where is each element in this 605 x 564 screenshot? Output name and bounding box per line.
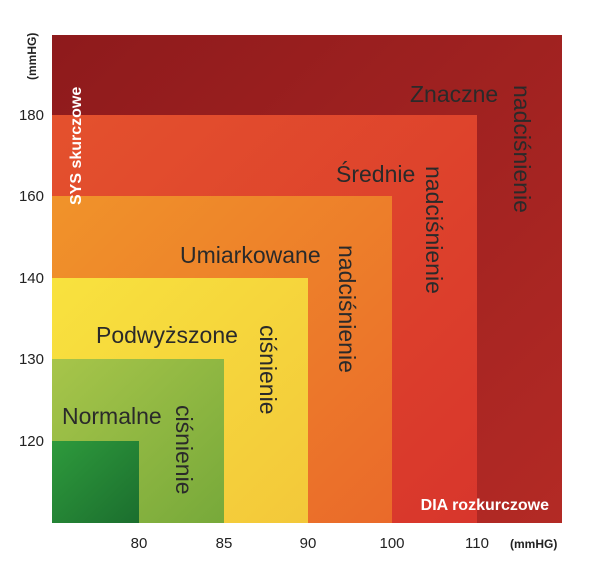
zone-label-podwyzszone-cisnienie: ciśnienie [255,325,281,415]
y-axis-unit: (mmHG) [25,33,39,80]
y-ticks: 120 130 140 160 180 [19,107,44,450]
x-tick-label: 110 [465,535,489,552]
x-tick-label: 80 [131,535,148,552]
x-tick-label: 85 [216,535,233,552]
x-tick-label: 90 [300,535,317,552]
x-axis-unit: (mmHG) [510,537,557,551]
y-tick-label: 140 [19,270,44,287]
y-tick-label: 160 [19,188,44,205]
zone-label-umiarkowane: Umiarkowane [180,242,321,268]
zone-label-normalne-cisnienie: ciśnienie [171,405,197,495]
zone-label-znaczne: Znaczne [410,81,498,107]
zone-label-srednie: Średnie [336,160,415,187]
y-tick-label: 180 [19,107,44,124]
y-tick-label: 120 [19,433,44,450]
zone-label-normalne: Normalne [62,403,162,429]
zone-label-podwyzszone: Podwyższone [96,322,238,348]
x-axis-title: DIA rozkurczowe [421,497,549,514]
y-axis-title: SYS skurczowe [68,87,85,205]
x-tick-label: 100 [379,535,404,552]
zone-label-umiarkowane-nadcisnienie: nadciśnienie [334,245,360,373]
zone-label-znaczne-nadcisnienie: nadciśnienie [509,85,535,213]
y-tick-label: 130 [19,351,44,368]
zone-optimal [52,441,139,523]
zone-label-srednie-nadcisnienie: nadciśnienie [421,166,447,294]
zones-layer [52,35,562,523]
x-ticks: 80 85 90 100 110 [131,535,489,552]
